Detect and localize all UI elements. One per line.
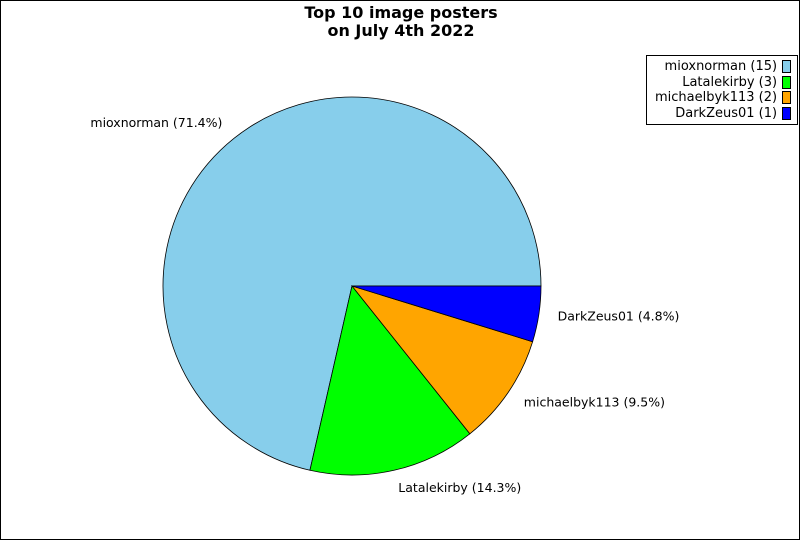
chart-title: Top 10 image posters on July 4th 2022 [304, 3, 498, 40]
legend-entry-latalekirby: Latalekirby (3) [655, 74, 792, 91]
slice-label-michaelbyk113: michaelbyk113 (9.5%) [524, 395, 665, 410]
legend-label: DarkZeus01 (1) [675, 105, 778, 121]
legend-swatch [782, 60, 792, 74]
pie-slice-mioxnorman [162, 96, 542, 471]
legend-entry-michaelbyk113: michaelbyk113 (2) [655, 90, 792, 106]
slice-label-darkzeus01: DarkZeus01 (4.8%) [558, 309, 680, 324]
legend: mioxnorman (15) Latalekirby (3) michaelbyk… [646, 55, 799, 125]
legend-swatch [782, 91, 792, 105]
legend-swatch [782, 75, 792, 89]
legend-label: Latalekirby (3) [682, 74, 778, 90]
pie-slice-latalekirby [309, 285, 471, 476]
slice-label-mioxnorman: mioxnorman (71.4%) [90, 115, 222, 130]
pie-slice-michaelbyk113 [350, 285, 534, 435]
legend-label: michaelbyk113 (2) [655, 90, 778, 106]
pie-slice-darkzeus01 [351, 285, 542, 343]
legend-label: mioxnorman (15) [664, 59, 778, 75]
legend-swatch [782, 106, 792, 120]
slice-label-latalekirby: Latalekirby (14.3%) [398, 480, 521, 495]
legend-entry-darkzeus01: DarkZeus01 (1) [655, 105, 792, 122]
legend-entry-mioxnorman: mioxnorman (15) [655, 59, 792, 75]
